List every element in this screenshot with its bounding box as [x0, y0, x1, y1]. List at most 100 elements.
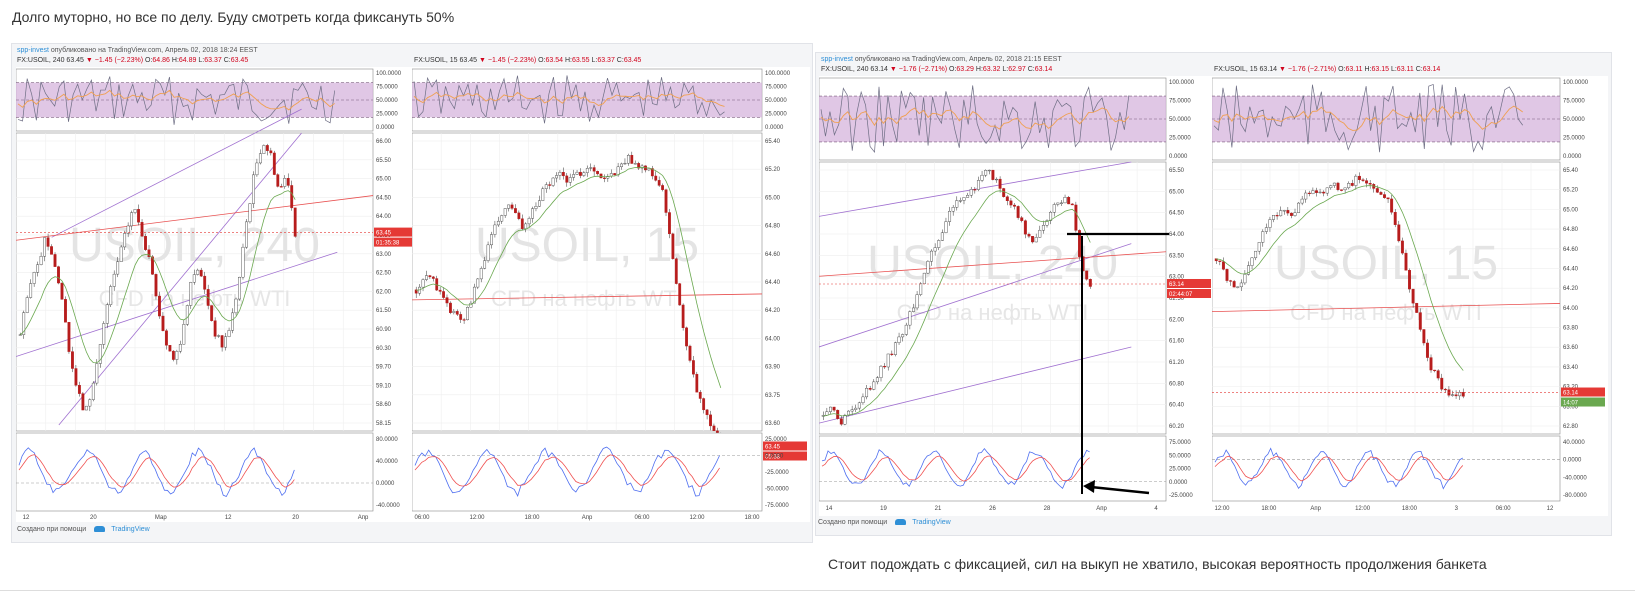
- oscillator-line: [820, 85, 1130, 154]
- candle: [585, 168, 589, 173]
- price-axis-label: 63.00: [376, 252, 392, 258]
- ohlc-legend-4: FX:USOIL, 15 63.14 ▼ −1.76 (−2.71%) О:63…: [1214, 66, 1441, 73]
- candle: [84, 405, 88, 411]
- candle: [915, 294, 919, 309]
- symbol-label: FX:USOIL, 240: [17, 57, 65, 64]
- osc-axis-label: 100.0000: [376, 71, 402, 77]
- support-line: [412, 293, 763, 301]
- candle: [105, 304, 109, 324]
- candle: [991, 169, 995, 180]
- candle: [1221, 261, 1225, 270]
- candle: [64, 299, 67, 323]
- candle: [555, 175, 558, 179]
- candle: [940, 232, 944, 241]
- time-axis-label: 21: [935, 506, 942, 512]
- chart-snapshot-1[interactable]: spp-invest опубликовано на TradingView.c…: [11, 43, 813, 543]
- candle: [1429, 357, 1433, 371]
- candle: [151, 256, 154, 275]
- price-tag: 63.14: [1563, 391, 1579, 397]
- candle: [67, 322, 71, 352]
- candle: [1232, 281, 1236, 288]
- symbol-label: FX:USOIL, 240: [821, 66, 869, 73]
- osc-bottom-axis-label: 75.0000: [1169, 440, 1191, 446]
- tradingview-link[interactable]: TradingView: [912, 519, 951, 526]
- candle: [493, 224, 497, 235]
- candle: [1397, 224, 1401, 242]
- price-axis-label: 60.90: [376, 327, 392, 333]
- candle: [872, 381, 876, 390]
- candle: [1264, 227, 1268, 232]
- osc-bottom-axis-label: -25.0000: [765, 470, 789, 476]
- moving-average-line: [1216, 185, 1464, 371]
- candle: [154, 274, 158, 297]
- candle: [224, 336, 228, 348]
- candle: [1023, 220, 1027, 235]
- candle: [702, 398, 706, 411]
- osc-bottom-axis-label: -25.0000: [1169, 493, 1193, 499]
- candle: [1218, 260, 1222, 262]
- candle: [1454, 394, 1458, 397]
- annotation-arrow-head-icon: [1083, 480, 1095, 493]
- stochastic-d-line: [18, 454, 295, 488]
- tradingview-logo-icon: [94, 526, 106, 533]
- candle: [922, 272, 926, 284]
- candle: [606, 176, 610, 179]
- time-axis-label: 3: [1455, 506, 1459, 512]
- candle: [455, 311, 459, 315]
- candle: [1329, 185, 1333, 189]
- price-tag-box: [374, 227, 418, 237]
- candle: [276, 174, 280, 187]
- price-axis-label: 61.20: [1169, 360, 1185, 366]
- author-link[interactable]: spp-invest: [821, 56, 853, 63]
- candle: [930, 250, 933, 262]
- divider: [0, 590, 1635, 591]
- candle: [944, 221, 948, 233]
- chart-snapshot-2[interactable]: spp-invest опубликовано на TradingView.c…: [815, 52, 1612, 536]
- chart-pane-usoil-240-a[interactable]: 100.0000 75.0000 50.0000 25.0000 0.0000 66.00…: [16, 67, 421, 522]
- oscillator-signal-line: [820, 107, 1130, 130]
- candle: [865, 388, 869, 398]
- time-axis-label: 4: [1154, 506, 1158, 512]
- osc-axis-label: 25.0000: [1169, 136, 1191, 142]
- candle: [1350, 183, 1354, 186]
- chart-pane-usoil-15-b[interactable]: 100.0000 75.0000 50.0000 25.0000 0.0000 65.40…: [1212, 76, 1608, 516]
- candle: [74, 368, 78, 386]
- candle: [1336, 182, 1340, 190]
- moving-average-line: [19, 190, 296, 364]
- tradingview-link[interactable]: TradingView: [111, 526, 150, 533]
- price-axis-label: 64.60: [1563, 247, 1579, 253]
- osc-bottom-axis-label: 0.0000: [765, 454, 784, 460]
- candle: [955, 200, 959, 208]
- candle: [637, 163, 641, 169]
- osc-bottom-axis-label: 50.0000: [1169, 453, 1191, 459]
- time-axis-label: 28: [1044, 506, 1051, 512]
- price-axis-label: 65.20: [765, 167, 781, 173]
- osc-bottom-axis-label: 80.0000: [376, 437, 398, 443]
- candle: [1275, 215, 1279, 217]
- tradingview-logo-icon: [895, 519, 907, 526]
- price-axis-label: 65.00: [765, 195, 781, 201]
- moving-average-line: [823, 190, 1091, 417]
- candle: [1297, 202, 1301, 213]
- osc-bottom-axis-label: 0.0000: [1169, 480, 1188, 486]
- price-axis-label: 64.00: [1563, 306, 1579, 312]
- osc-bottom-axis-label: -40.0000: [1563, 475, 1587, 481]
- symbol-watermark: USOIL, 240: [69, 219, 320, 272]
- time-axis-label: Апр: [358, 515, 369, 521]
- candle: [116, 261, 120, 275]
- chart-pane-usoil-15-a[interactable]: 100.0000 75.0000 50.0000 25.0000 0.0000 65.40…: [412, 67, 810, 522]
- price-axis-label: 59.10: [376, 383, 392, 389]
- oscillator-line: [17, 76, 336, 125]
- candle: [442, 291, 445, 298]
- candle: [1038, 229, 1042, 238]
- stochastic-d-line: [821, 455, 1090, 482]
- price-tag-box: [763, 441, 807, 451]
- snapshot-footer: Создано при помощи TradingView: [17, 526, 150, 533]
- price-axis-label: 62.80: [1563, 424, 1579, 430]
- chart-pane-usoil-240-b[interactable]: 100.0000 75.0000 50.0000 25.0000 0.0000 65.50…: [819, 76, 1214, 516]
- candle: [1243, 274, 1247, 284]
- candle: [140, 222, 144, 237]
- candle: [109, 286, 113, 305]
- candle: [933, 247, 937, 252]
- author-link[interactable]: spp-invest: [17, 47, 49, 54]
